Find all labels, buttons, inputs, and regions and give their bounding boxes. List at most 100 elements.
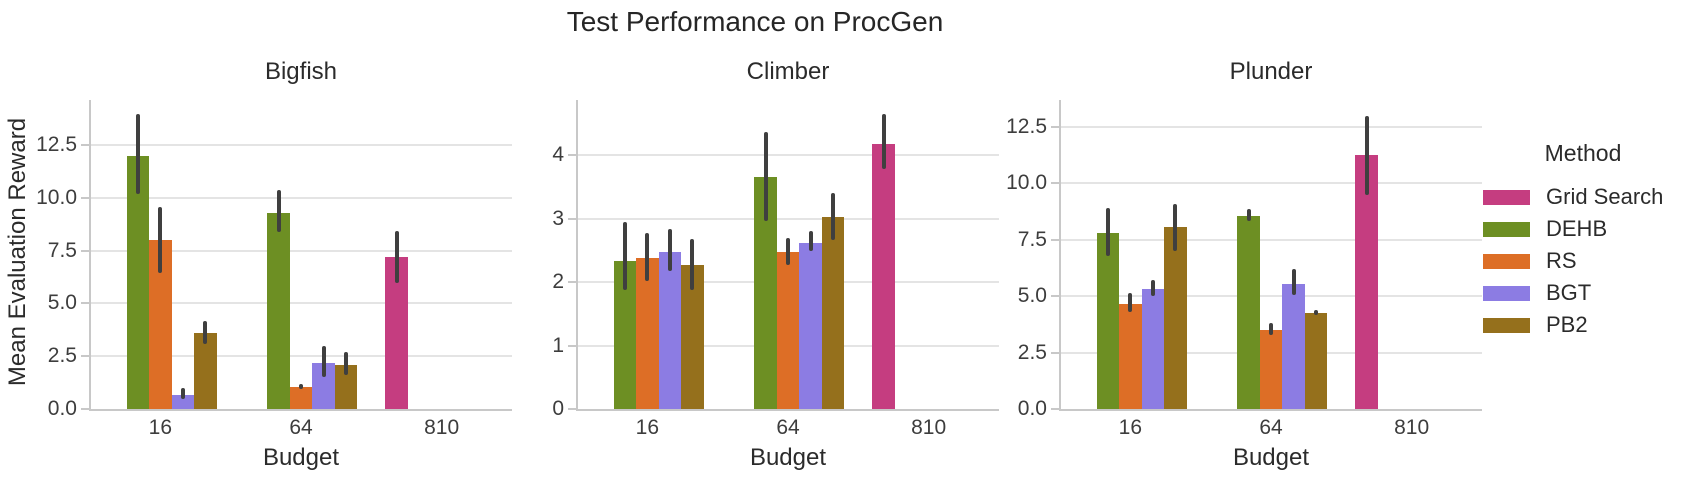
bar-bigfish-dehb-64 [267,212,290,409]
y-tick [81,302,89,305]
y-tick [81,408,89,410]
errorbar-plunder-grid-search-810 [1364,115,1369,195]
bar-bigfish-pb2-64 [334,364,358,409]
legend-label: RS [1546,248,1577,273]
y-tick [1051,182,1059,185]
errorbar-bigfish-pb2-64 [344,351,348,376]
errorbar-bigfish-dehb-64 [276,190,281,232]
y-tick-label: 0 [552,397,564,420]
bar-plunder-pb2-64 [1304,313,1328,409]
legend-entry-grid-search: Grid Search [1483,181,1692,213]
y-tick-label: 12.5 [1006,115,1047,139]
y-tick [1051,126,1059,129]
figure-title: Test Performance on ProcGen [566,6,944,37]
legend-entry-dehb: DEHB [1483,213,1692,245]
errorbar-bigfish-rs-64 [299,383,303,390]
y-tick-label: 0.0 [1017,397,1047,420]
errorbar-climber-grid-search-810 [881,113,886,170]
errorbar-bigfish-rs-16 [158,207,163,273]
gridline [1060,238,1482,241]
legend-label: PB2 [1546,312,1588,337]
errorbar-bigfish-grid-search-810 [394,230,399,284]
rs-swatch-icon [1483,253,1530,269]
y-tick-label: 10.0 [36,185,77,209]
bgt-swatch-icon [1483,285,1530,301]
x-tick-label: 16 [635,416,659,439]
y-tick [568,344,576,347]
gridline [1060,295,1482,298]
y-tick [1051,238,1059,241]
legend-label: Grid Search [1546,184,1664,209]
legend-entry-rs: RS [1483,245,1692,277]
x-axis-label-bigfish: Budget [262,444,340,471]
errorbar-plunder-rs-16 [1128,292,1133,312]
bar-plunder-rs-64 [1259,330,1283,409]
x-tick-label: 810 [424,416,460,439]
pb2-swatch-icon [1483,317,1530,333]
errorbar-climber-pb2-64 [831,193,835,240]
x-tick-label: 810 [911,416,947,439]
y-tick-label: 12.5 [36,132,77,156]
y-tick [568,217,576,220]
errorbar-climber-bgt-16 [667,229,672,272]
bar-bigfish-pb2-16 [194,332,217,409]
bar-bigfish-rs-16 [149,240,172,409]
y-tick-label: 2 [552,270,564,294]
x-axis-spine [576,409,999,411]
bar-climber-bgt-64 [799,242,822,409]
bar-climber-dehb-16 [613,261,637,409]
y-tick-label: 0.0 [47,397,77,420]
x-tick-label: 64 [1259,416,1283,439]
bar-plunder-bgt-16 [1141,289,1165,409]
bar-plunder-bgt-64 [1282,283,1305,409]
errorbar-bigfish-bgt-64 [321,345,326,378]
y-tick-label: 7.5 [47,238,77,262]
y-tick [568,154,576,157]
gridline [90,249,512,252]
legend-label: BGT [1546,280,1592,305]
y-tick [1051,295,1059,298]
errorbar-climber-pb2-16 [690,238,695,290]
errorbar-climber-bgt-64 [808,231,813,251]
y-tick-label: 1 [552,333,564,357]
y-axis-spine [1059,100,1061,411]
gridline [1060,182,1482,185]
gridline [577,217,999,220]
gridline [90,355,512,358]
bar-plunder-rs-16 [1119,304,1142,409]
y-tick-label: 7.5 [1017,227,1047,251]
y-tick-label: 3 [552,206,564,230]
x-axis-label-plunder: Budget [1232,444,1310,471]
y-tick-label: 2.5 [1017,340,1047,364]
y-axis-spine [89,100,91,411]
errorbar-plunder-dehb-16 [1105,208,1110,256]
x-axis-spine [89,409,512,411]
bar-climber-dehb-64 [754,176,777,409]
bar-climber-grid-search-810 [872,143,895,409]
grid-search-swatch-icon [1483,189,1530,205]
x-tick-label: 810 [1394,416,1430,439]
bar-climber-bgt-16 [658,251,682,409]
errorbar-plunder-bgt-16 [1150,280,1155,297]
bar-bigfish-bgt-16 [171,395,195,409]
y-tick [1051,408,1059,410]
gridline [1060,126,1482,129]
y-tick [81,355,89,358]
bar-plunder-pb2-16 [1164,227,1187,409]
y-axis-spine [576,100,578,411]
x-tick-label: 16 [148,416,172,439]
legend-label: DEHB [1546,216,1608,241]
x-tick-label: 16 [1118,416,1142,439]
gridline [90,196,512,199]
y-tick-label: 5.0 [47,291,77,315]
errorbar-bigfish-dehb-16 [135,114,140,194]
dehb-swatch-icon [1483,221,1530,237]
x-axis-label-climber: Budget [749,444,827,471]
errorbar-bigfish-pb2-16 [203,321,208,344]
x-tick-label: 64 [776,416,800,439]
errorbar-climber-rs-64 [786,237,790,265]
x-axis-spine [1059,409,1482,411]
errorbar-climber-rs-16 [645,233,650,281]
errorbar-plunder-rs-64 [1269,323,1273,335]
